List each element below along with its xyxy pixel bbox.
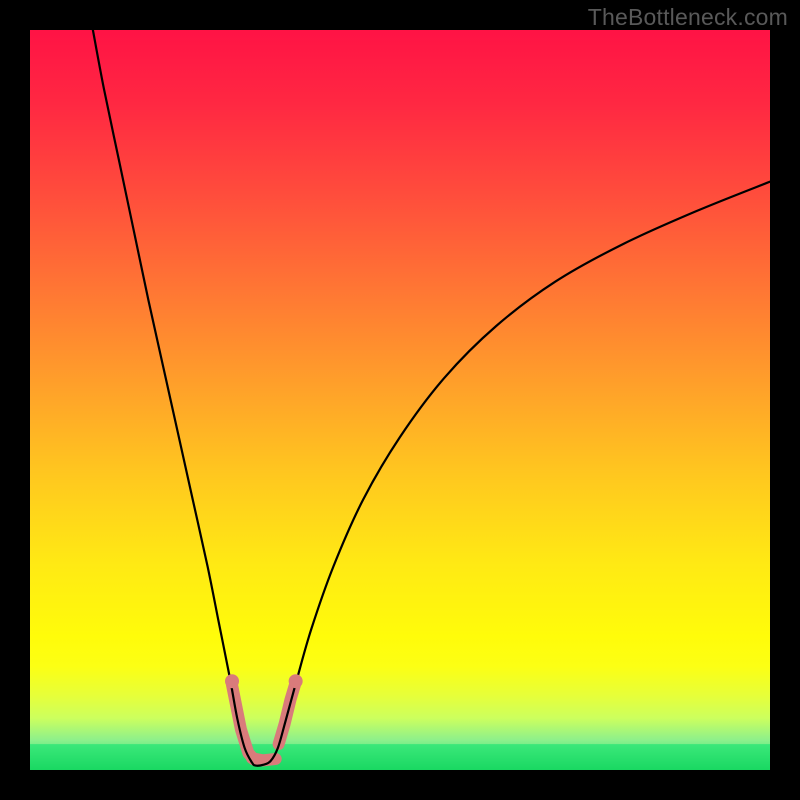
highlight-dot (225, 674, 239, 688)
bottleneck-curve (93, 30, 770, 766)
plot-area (30, 30, 770, 770)
highlight-dot (289, 674, 303, 688)
highlight-end-dots (225, 674, 303, 688)
curve-overlay (30, 30, 770, 770)
watermark-text: TheBottleneck.com (588, 4, 788, 31)
highlight-segment (232, 685, 254, 760)
